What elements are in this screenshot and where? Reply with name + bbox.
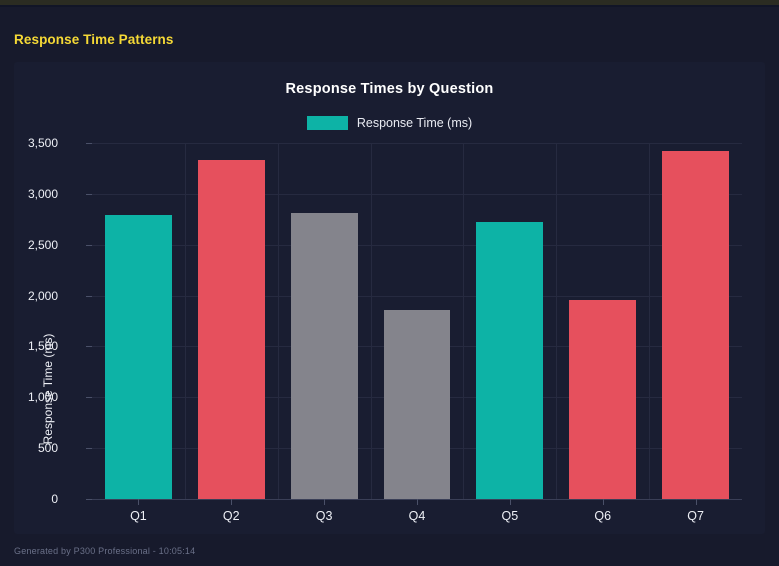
x-gridline xyxy=(649,143,650,499)
y-tick-label: 1,500 xyxy=(27,339,58,354)
page-title: Response Time Patterns xyxy=(14,32,174,47)
x-tick-mark xyxy=(696,499,697,505)
y-tick-mark xyxy=(86,346,92,348)
x-tick-mark xyxy=(138,499,139,505)
y-tick-label: 2,500 xyxy=(27,237,58,252)
y-tick-label: 3,000 xyxy=(27,186,58,201)
bar-q1[interactable] xyxy=(105,215,172,499)
legend-item-label: Response Time (ms) xyxy=(356,116,473,130)
y-gridline xyxy=(92,143,742,144)
x-tick-mark xyxy=(231,499,232,505)
window-top-divider xyxy=(0,5,779,7)
x-gridline xyxy=(185,143,186,499)
x-tick-label-q4: Q4 xyxy=(408,509,426,523)
y-tick-mark xyxy=(86,295,92,297)
y-tick-label: 500 xyxy=(37,441,58,456)
x-tick-mark xyxy=(324,499,325,505)
y-gridline xyxy=(92,295,742,297)
y-tick-label: 3,500 xyxy=(27,136,58,150)
x-gridline xyxy=(278,143,279,499)
x-tick-label-q2: Q2 xyxy=(222,509,240,523)
bar-q4[interactable] xyxy=(383,309,451,499)
x-gridline xyxy=(463,143,464,499)
y-tick-mark xyxy=(86,448,92,450)
x-tick-mark xyxy=(510,499,511,505)
bar-q6[interactable] xyxy=(569,299,637,499)
x-tick-mark xyxy=(417,499,418,505)
y-tick-mark xyxy=(86,397,92,399)
legend-swatch-icon xyxy=(306,116,348,130)
x-tick-mark xyxy=(603,499,604,505)
plot-area: 0 500 1,000 1,500 2,000 2,500 3,000 3,500 Q1 Q2 Q3… xyxy=(28,136,742,523)
x-gridline xyxy=(371,143,372,499)
y-gridline xyxy=(92,244,742,246)
chart-card: Response Times by Question Response Time… xyxy=(14,62,765,534)
y-tick-label: 2,000 xyxy=(27,288,58,303)
y-tick-label: 0 xyxy=(51,492,58,506)
bar-q3[interactable] xyxy=(290,213,358,499)
bar-q2[interactable] xyxy=(197,160,265,499)
y-tick-mark xyxy=(86,244,92,246)
bar-q7[interactable] xyxy=(662,151,729,499)
plot-wrapper: Response Time (ms) 0 500 1,000 1,500 2,000 2,… xyxy=(14,62,765,534)
chart-legend: Response Time (ms) xyxy=(14,116,765,130)
chart-title: Response Times by Question xyxy=(285,81,494,97)
y-tick-label: 1,000 xyxy=(27,390,58,405)
x-tick-label-q5: Q5 xyxy=(501,509,519,523)
footer-generated-by: Generated by P300 Professional - 10:05:1… xyxy=(14,546,196,556)
x-tick-label-q1: Q1 xyxy=(130,509,147,523)
x-tick-label-q6: Q6 xyxy=(594,509,612,523)
bar-q5[interactable] xyxy=(476,222,544,499)
x-tick-label-q3: Q3 xyxy=(315,509,333,523)
y-tick-mark xyxy=(86,193,92,195)
y-tick-mark xyxy=(86,143,92,144)
window-top-strip xyxy=(0,0,779,5)
x-gridline xyxy=(556,143,557,499)
x-tick-label-q7: Q7 xyxy=(687,509,704,523)
y-gridline xyxy=(92,193,742,195)
y-tick-mark xyxy=(86,499,92,500)
